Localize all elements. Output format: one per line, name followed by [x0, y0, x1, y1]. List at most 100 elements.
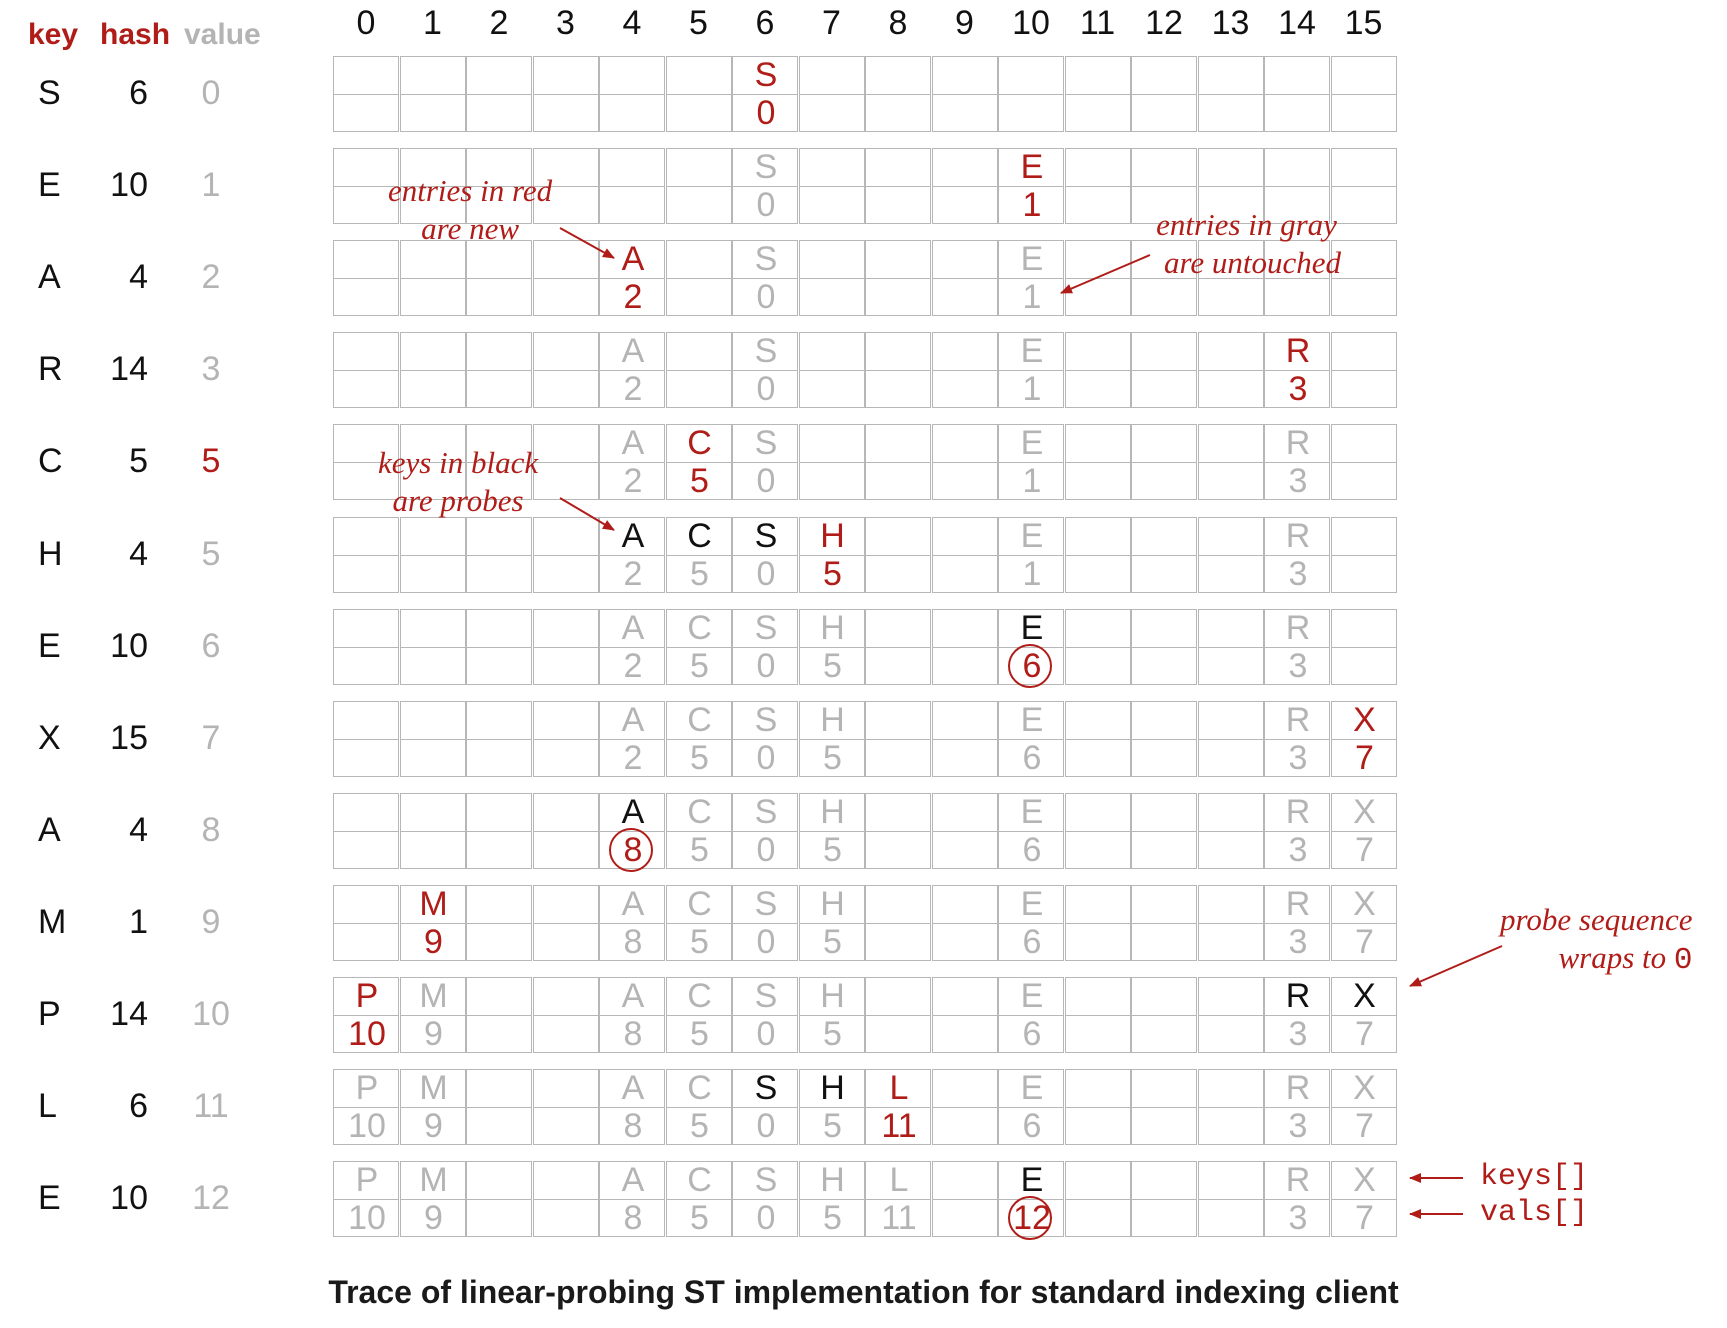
table-cell-0 — [333, 516, 399, 593]
table-cell-0 — [333, 792, 399, 869]
slot-key: S — [754, 608, 778, 647]
table-cell-11 — [1064, 1069, 1131, 1146]
slot-key: E — [1020, 977, 1044, 1015]
slot-key: R — [1285, 608, 1311, 647]
table-cell-13 — [1197, 516, 1264, 593]
slot-key: A — [621, 1161, 645, 1200]
slot-key: E — [1020, 240, 1044, 279]
slot-key: E — [1020, 608, 1044, 647]
step-key: H — [38, 534, 63, 573]
slot-key: H — [820, 977, 845, 1015]
slot-key: R — [1285, 332, 1311, 371]
slot-key: A — [621, 424, 645, 463]
slot-value: 5 — [823, 646, 842, 685]
slot-key: M — [419, 884, 448, 923]
slot-value: 5 — [823, 1015, 842, 1053]
slot-key: H — [820, 700, 845, 739]
table-cell-12 — [1131, 977, 1197, 1053]
slot-key: P — [355, 1069, 379, 1108]
vals-array-label: vals[] — [1480, 1196, 1589, 1230]
table-cell-2 — [466, 56, 532, 132]
table-cell-9 — [931, 608, 998, 685]
column-index-8: 8 — [888, 4, 908, 42]
slot-key: A — [621, 977, 645, 1015]
slot-value: 3 — [1288, 370, 1308, 409]
slot-value: 2 — [623, 646, 643, 685]
table-cell-1 — [399, 240, 466, 317]
table-cell-15 — [1330, 56, 1397, 132]
column-index-13: 13 — [1211, 4, 1250, 42]
table-cell-9 — [931, 516, 998, 593]
step-value: 5 — [201, 534, 221, 573]
table-cell-8 — [865, 424, 931, 501]
step-hash: 4 — [129, 810, 148, 849]
slot-value: 0 — [756, 1107, 776, 1146]
slot-value: 3 — [1288, 462, 1308, 501]
table-cell-9 — [931, 424, 998, 501]
slot-value: 5 — [690, 830, 709, 869]
slot-value: 2 — [623, 462, 643, 501]
slot-value: 6 — [1022, 738, 1042, 777]
step-value: 6 — [201, 626, 221, 665]
table-cell-3 — [532, 977, 599, 1053]
column-index-6: 6 — [755, 4, 775, 42]
slot-value: 0 — [756, 278, 776, 317]
table-cell-1 — [399, 792, 466, 869]
slot-key: C — [687, 884, 712, 923]
column-index-12: 12 — [1145, 4, 1183, 42]
figure-caption: Trace of linear-probing ST implementatio… — [328, 1274, 1399, 1310]
slot-key: X — [1353, 977, 1376, 1015]
slot-key: A — [621, 240, 645, 279]
step-value: 3 — [201, 350, 221, 389]
slot-key: X — [1353, 1161, 1376, 1200]
annotation-red-new: entries in red are new — [388, 173, 553, 246]
table-cell-8 — [865, 56, 931, 132]
table-cell-2 — [466, 240, 532, 317]
slot-value: 0 — [756, 1015, 776, 1053]
annotation-black-probes: keys in black are probes — [378, 445, 539, 518]
slot-key: S — [754, 148, 778, 187]
step-value: 7 — [201, 718, 221, 757]
slot-value: 3 — [1288, 554, 1308, 593]
step-value: 11 — [193, 1087, 229, 1126]
slot-value: 8 — [623, 1107, 643, 1146]
table-cell-5 — [665, 332, 732, 409]
slot-value: 5 — [823, 830, 842, 869]
slot-value: 10 — [348, 1199, 386, 1238]
table-cell-13 — [1197, 332, 1264, 409]
slot-key: P — [355, 1161, 379, 1200]
step-value: 1 — [201, 166, 221, 205]
slot-value: 3 — [1288, 830, 1308, 869]
step-key: C — [38, 442, 63, 481]
step-hash: 1 — [129, 902, 148, 941]
step-value: 10 — [192, 995, 230, 1033]
slot-key: C — [687, 608, 712, 647]
slot-value: 5 — [690, 1107, 709, 1146]
step-hash: 15 — [110, 718, 148, 757]
table-cell-13 — [1197, 148, 1264, 225]
slot-key: L — [889, 1069, 909, 1108]
table-cell-7 — [798, 332, 865, 409]
step-key: X — [38, 718, 61, 757]
table-cell-2 — [466, 700, 532, 777]
slot-value: 5 — [690, 462, 709, 501]
